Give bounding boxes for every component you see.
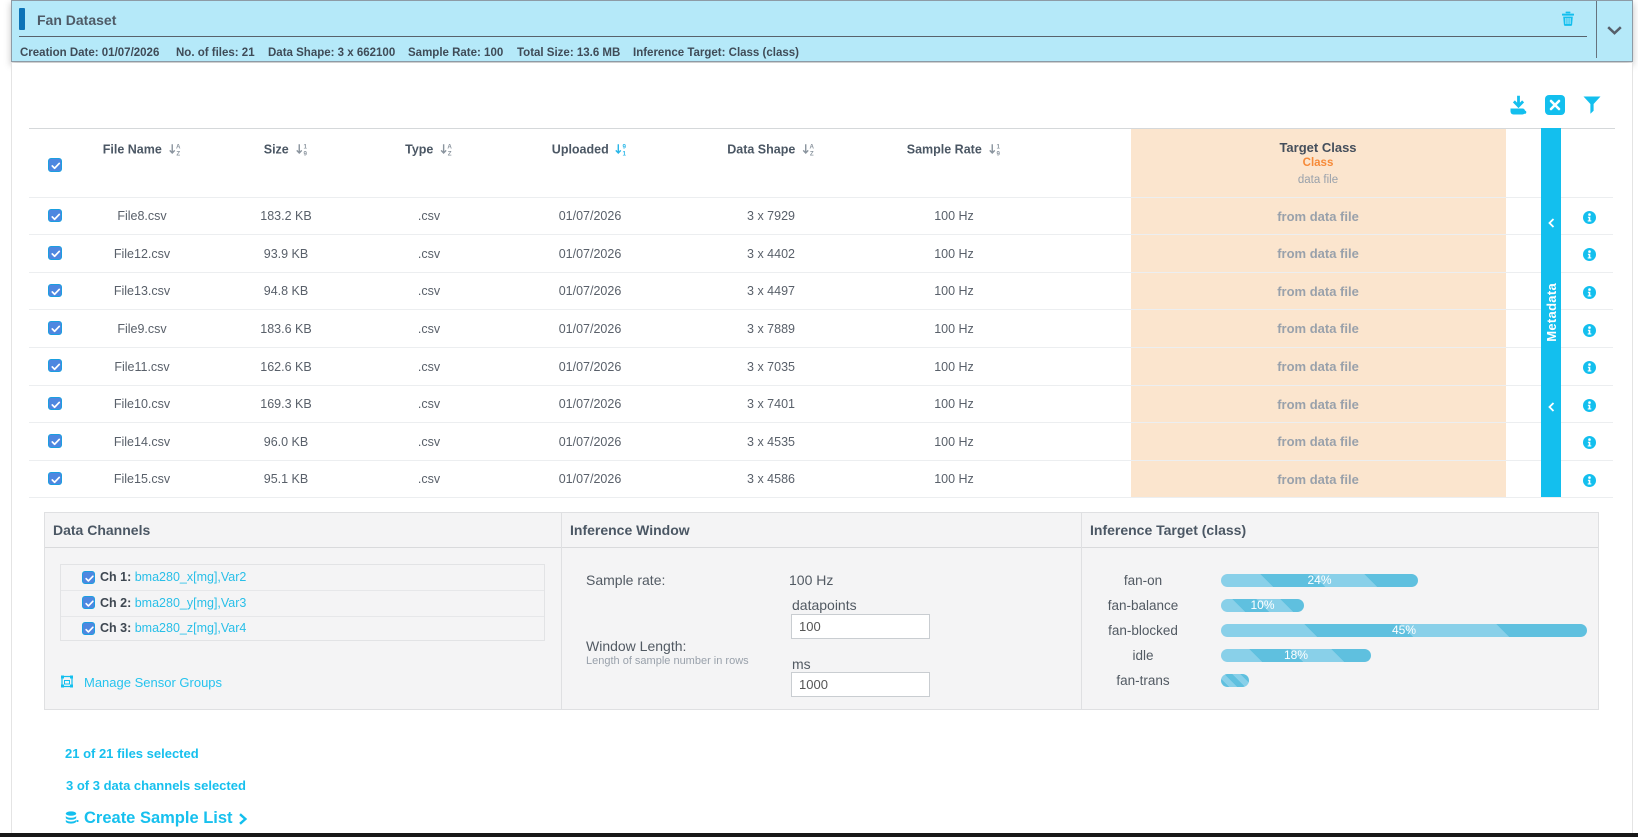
svg-text:A: A [447,143,452,150]
svg-text:Z: Z [447,150,451,156]
svg-text:9: 9 [303,150,307,156]
svg-text:A: A [809,143,814,150]
svg-text:A: A [176,143,181,150]
svg-text:Z: Z [809,150,813,156]
svg-text:1: 1 [996,143,1000,150]
svg-text:9: 9 [996,150,1000,156]
svg-text:1: 1 [303,143,307,150]
svg-text:9: 9 [623,143,627,150]
svg-text:Z: Z [176,150,180,156]
svg-text:1: 1 [623,150,627,156]
